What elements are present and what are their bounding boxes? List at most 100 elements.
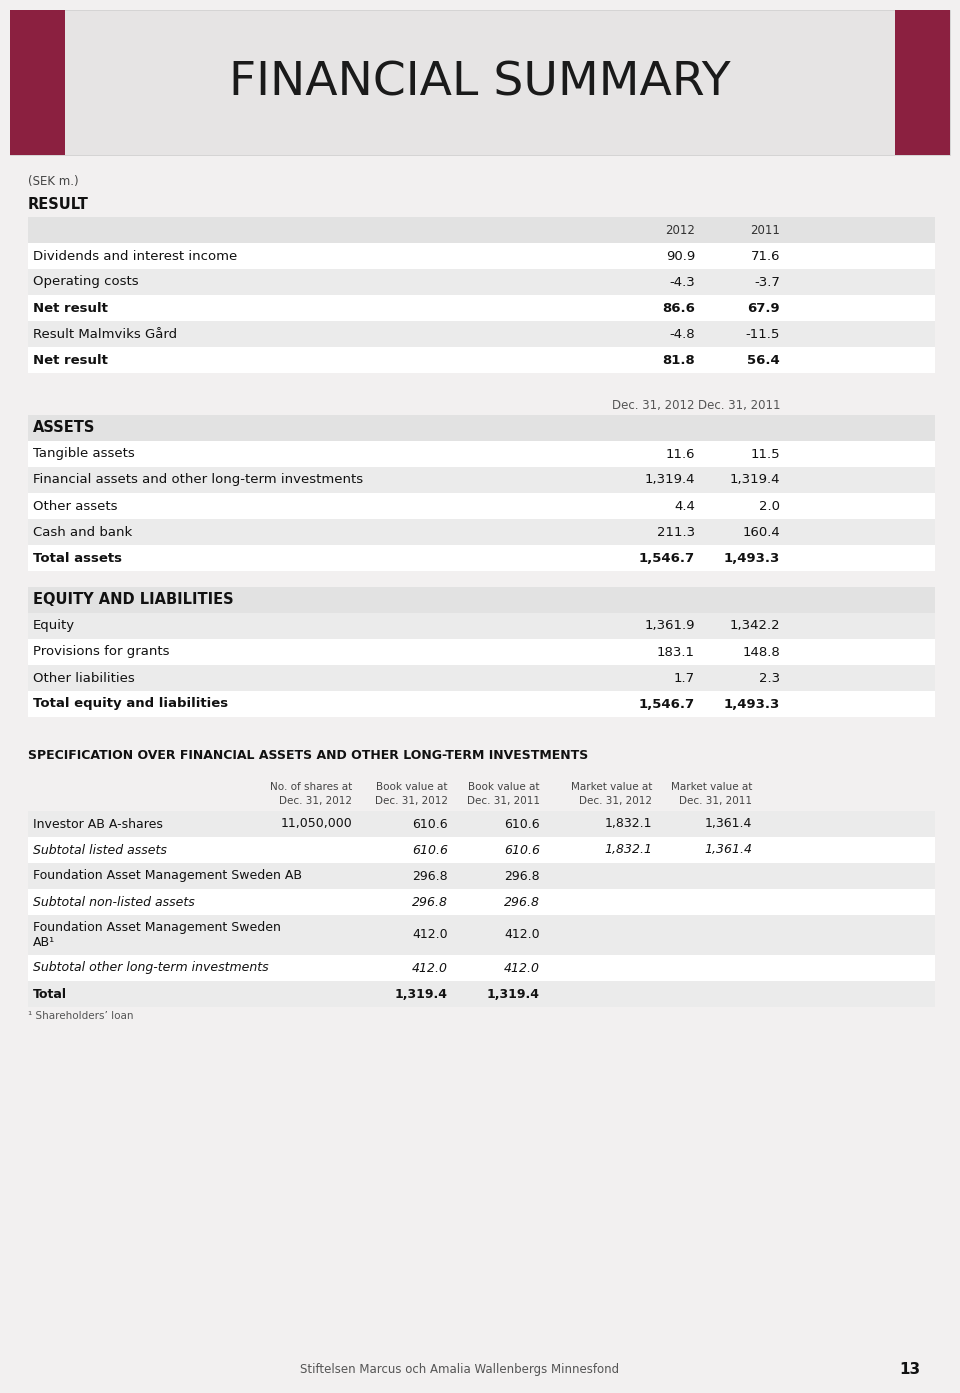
Text: ASSETS: ASSETS [33, 421, 95, 436]
Bar [28, 864, 935, 889]
Text: 1,832.1: 1,832.1 [604, 844, 652, 857]
Text: Book value at
Dec. 31, 2011: Book value at Dec. 31, 2011 [467, 783, 540, 805]
Text: FINANCIAL SUMMARY: FINANCIAL SUMMARY [229, 60, 731, 104]
Text: 610.6: 610.6 [413, 818, 448, 830]
Text: Result Malmviks Gård: Result Malmviks Gård [33, 327, 178, 340]
Text: Subtotal listed assets: Subtotal listed assets [33, 844, 167, 857]
Text: Market value at
Dec. 31, 2012: Market value at Dec. 31, 2012 [570, 783, 652, 805]
Text: Market value at
Dec. 31, 2011: Market value at Dec. 31, 2011 [671, 783, 752, 805]
Text: 90.9: 90.9 [665, 249, 695, 262]
Text: 1,342.2: 1,342.2 [730, 620, 780, 632]
Bar [28, 889, 935, 915]
Bar [28, 242, 935, 269]
Bar [28, 217, 935, 242]
Bar [28, 639, 935, 664]
Bar [28, 493, 935, 520]
Bar [10, 10, 950, 155]
Text: 610.6: 610.6 [504, 844, 540, 857]
Text: SPECIFICATION OVER FINANCIAL ASSETS AND OTHER LONG-TERM INVESTMENTS: SPECIFICATION OVER FINANCIAL ASSETS AND … [28, 749, 588, 762]
Text: 4.4: 4.4 [674, 500, 695, 513]
Text: No. of shares at
Dec. 31, 2012: No. of shares at Dec. 31, 2012 [270, 783, 352, 805]
Text: Tangible assets: Tangible assets [33, 447, 134, 461]
Text: 148.8: 148.8 [742, 645, 780, 659]
Text: Subtotal other long-term investments: Subtotal other long-term investments [33, 961, 269, 975]
Text: 183.1: 183.1 [657, 645, 695, 659]
Text: RESULT: RESULT [28, 196, 89, 212]
Text: Equity: Equity [33, 620, 75, 632]
Text: 11,050,000: 11,050,000 [280, 818, 352, 830]
Text: Total assets: Total assets [33, 552, 122, 564]
Bar [28, 837, 935, 864]
Text: 610.6: 610.6 [412, 844, 448, 857]
Text: 1.7: 1.7 [674, 671, 695, 684]
Text: 67.9: 67.9 [748, 301, 780, 315]
Text: Net result: Net result [33, 354, 108, 366]
Text: (SEK m.): (SEK m.) [28, 176, 79, 188]
Text: ¹ Shareholders’ loan: ¹ Shareholders’ loan [28, 1011, 133, 1021]
Text: Other liabilities: Other liabilities [33, 671, 134, 684]
Bar [28, 981, 935, 1007]
Text: 296.8: 296.8 [413, 869, 448, 883]
Text: 2011: 2011 [750, 223, 780, 237]
Text: Financial assets and other long-term investments: Financial assets and other long-term inv… [33, 474, 363, 486]
Bar [28, 415, 935, 442]
Text: Foundation Asset Management Sweden AB: Foundation Asset Management Sweden AB [33, 869, 302, 883]
Text: Dec. 31, 2011: Dec. 31, 2011 [698, 400, 780, 412]
Text: 86.6: 86.6 [662, 301, 695, 315]
Text: 1,319.4: 1,319.4 [644, 474, 695, 486]
Text: -3.7: -3.7 [755, 276, 780, 288]
Text: 1,319.4: 1,319.4 [395, 988, 448, 1000]
Text: 56.4: 56.4 [747, 354, 780, 366]
Text: 412.0: 412.0 [413, 929, 448, 942]
Text: 1,832.1: 1,832.1 [605, 818, 652, 830]
Text: 2012: 2012 [665, 223, 695, 237]
Bar [28, 811, 935, 837]
Text: 2.3: 2.3 [758, 671, 780, 684]
Text: Total equity and liabilities: Total equity and liabilities [33, 698, 228, 710]
Text: 610.6: 610.6 [504, 818, 540, 830]
Text: Other assets: Other assets [33, 500, 117, 513]
Bar [28, 586, 935, 613]
Text: Net result: Net result [33, 301, 108, 315]
Text: 1,319.4: 1,319.4 [730, 474, 780, 486]
Bar [28, 347, 935, 373]
Text: Dec. 31, 2012: Dec. 31, 2012 [612, 400, 695, 412]
Bar [28, 613, 935, 639]
Bar [28, 691, 935, 717]
Text: 1,493.3: 1,493.3 [724, 698, 780, 710]
Bar [28, 520, 935, 545]
Bar [28, 320, 935, 347]
Text: 211.3: 211.3 [657, 525, 695, 539]
Text: EQUITY AND LIABILITIES: EQUITY AND LIABILITIES [33, 592, 233, 607]
Bar [28, 442, 935, 467]
Bar [28, 545, 935, 571]
Text: Book value at
Dec. 31, 2012: Book value at Dec. 31, 2012 [375, 783, 448, 805]
Bar [28, 956, 935, 981]
Text: 160.4: 160.4 [742, 525, 780, 539]
Text: Provisions for grants: Provisions for grants [33, 645, 170, 659]
Text: 296.8: 296.8 [412, 896, 448, 908]
Bar [10, 10, 65, 155]
Text: 11.5: 11.5 [751, 447, 780, 461]
Text: Total: Total [33, 988, 67, 1000]
Bar [28, 269, 935, 295]
Text: 1,361.9: 1,361.9 [644, 620, 695, 632]
Bar [895, 10, 950, 155]
Text: 13: 13 [900, 1362, 921, 1378]
Text: 412.0: 412.0 [504, 929, 540, 942]
Text: 81.8: 81.8 [662, 354, 695, 366]
Text: Dividends and interest income: Dividends and interest income [33, 249, 237, 262]
Text: 1,319.4: 1,319.4 [487, 988, 540, 1000]
Text: 71.6: 71.6 [751, 249, 780, 262]
Bar [28, 664, 935, 691]
Text: 412.0: 412.0 [504, 961, 540, 975]
Text: 412.0: 412.0 [412, 961, 448, 975]
Text: 1,493.3: 1,493.3 [724, 552, 780, 564]
Text: Operating costs: Operating costs [33, 276, 138, 288]
Text: -11.5: -11.5 [746, 327, 780, 340]
Text: 11.6: 11.6 [665, 447, 695, 461]
Text: Investor AB A-shares: Investor AB A-shares [33, 818, 163, 830]
Text: 1,361.4: 1,361.4 [704, 844, 752, 857]
Text: Cash and bank: Cash and bank [33, 525, 132, 539]
Text: Subtotal non-listed assets: Subtotal non-listed assets [33, 896, 195, 908]
